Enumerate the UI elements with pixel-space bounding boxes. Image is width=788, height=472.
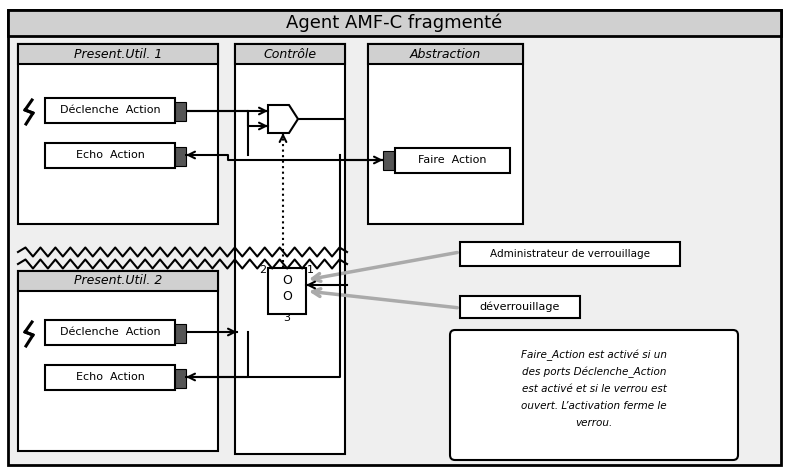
Bar bbox=[383, 151, 394, 170]
Text: déverrouillage: déverrouillage bbox=[480, 302, 560, 312]
Text: Present.Util. 2: Present.Util. 2 bbox=[74, 275, 162, 287]
Bar bbox=[175, 102, 186, 121]
Text: Present.Util. 1: Present.Util. 1 bbox=[74, 48, 162, 60]
Text: Déclenche  Action: Déclenche Action bbox=[60, 105, 160, 115]
Text: Administrateur de verrouillage: Administrateur de verrouillage bbox=[490, 249, 650, 259]
Text: Agent AMF-C fragmenté: Agent AMF-C fragmenté bbox=[286, 14, 502, 32]
Text: est activé et si le verrou est: est activé et si le verrou est bbox=[522, 384, 667, 394]
Text: 3: 3 bbox=[284, 313, 291, 323]
Bar bbox=[18, 271, 218, 451]
Bar bbox=[18, 44, 218, 224]
Bar bbox=[460, 242, 680, 266]
Bar bbox=[395, 148, 510, 173]
Text: Echo  Action: Echo Action bbox=[76, 372, 144, 382]
Bar bbox=[268, 268, 306, 314]
Bar bbox=[45, 320, 175, 345]
Text: des ports Déclenche_Action: des ports Déclenche_Action bbox=[522, 366, 666, 378]
Bar bbox=[45, 98, 175, 123]
Text: 2: 2 bbox=[259, 265, 266, 275]
Bar bbox=[18, 271, 218, 291]
FancyBboxPatch shape bbox=[450, 330, 738, 460]
Text: Abstraction: Abstraction bbox=[410, 48, 481, 60]
Text: Faire_Action est activé si un: Faire_Action est activé si un bbox=[521, 349, 667, 361]
Text: Faire  Action: Faire Action bbox=[418, 155, 486, 165]
Bar bbox=[235, 44, 345, 454]
Bar bbox=[460, 296, 580, 318]
Text: Contrôle: Contrôle bbox=[263, 48, 317, 60]
Text: Echo  Action: Echo Action bbox=[76, 150, 144, 160]
Text: O: O bbox=[282, 289, 292, 303]
Bar bbox=[368, 44, 523, 64]
Bar bbox=[175, 369, 186, 388]
Bar bbox=[235, 44, 345, 64]
Text: Déclenche  Action: Déclenche Action bbox=[60, 327, 160, 337]
Bar bbox=[368, 44, 523, 224]
Bar bbox=[8, 10, 781, 36]
Polygon shape bbox=[268, 105, 298, 133]
Text: ouvert. L’activation ferme le: ouvert. L’activation ferme le bbox=[521, 401, 667, 411]
Bar bbox=[45, 143, 175, 168]
Text: verrou.: verrou. bbox=[575, 418, 612, 428]
Text: O: O bbox=[282, 275, 292, 287]
Bar bbox=[175, 147, 186, 166]
Bar bbox=[175, 324, 186, 343]
Text: 1: 1 bbox=[307, 265, 314, 275]
Bar bbox=[18, 44, 218, 64]
Bar bbox=[45, 365, 175, 390]
